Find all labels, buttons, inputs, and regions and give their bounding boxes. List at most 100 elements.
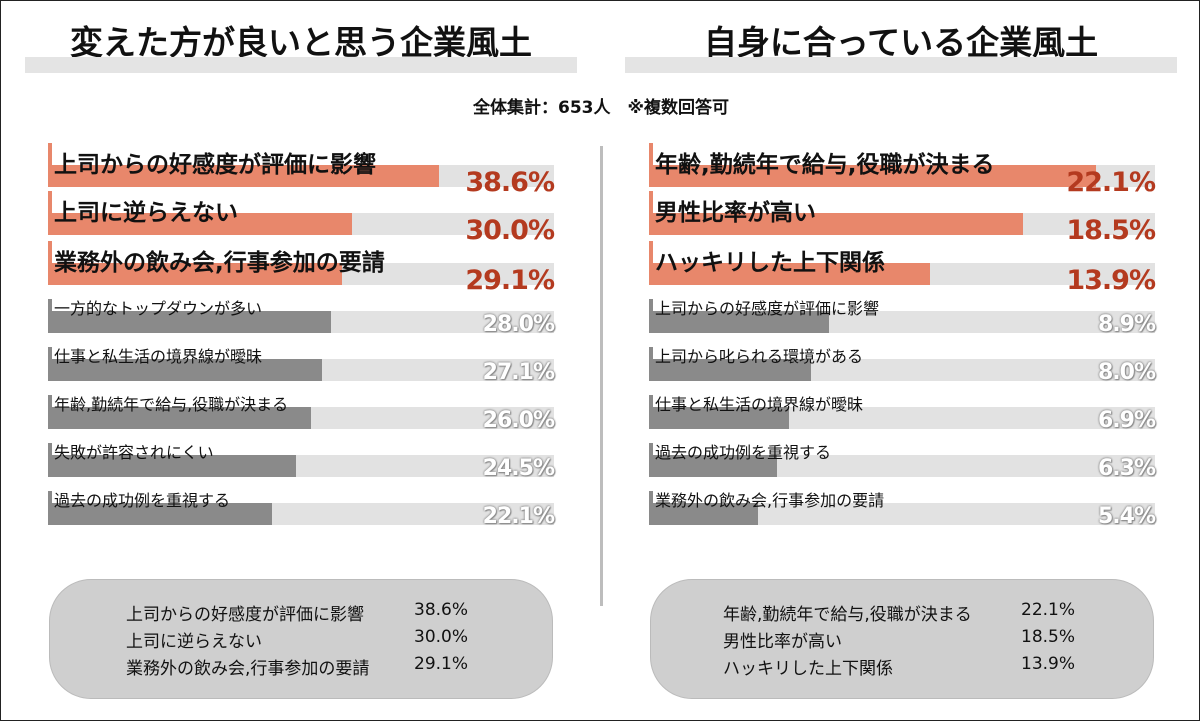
bar-row: 過去の成功例を重視する 22.1% [48,489,555,537]
bar-value-label: 18.5% [1066,215,1156,246]
bar-label: 仕事と私生活の境界線が曖昧 [54,347,263,366]
bar [48,359,322,381]
bar-left-marker [48,491,52,525]
summary-value: 38.6% [414,600,469,620]
bar-row: 失敗が許容されにくい 24.5% [48,441,555,489]
bar-label: 過去の成功例を重視する [54,491,231,510]
bar-left-marker [649,347,653,381]
summary-label: 上司からの好感度が評価に影響 [126,605,364,625]
bar-value-label: 29.1% [465,265,555,296]
bar-left-marker [48,347,52,381]
bar-left-marker [649,491,653,525]
bar-track [649,503,1155,525]
bar-row: 仕事と私生活の境界線が曖昧 6.9% [649,393,1156,441]
bar [48,455,296,477]
bar [48,503,272,525]
bar-label: 失敗が許容されにくい [54,443,214,462]
bar-left-marker [48,299,52,333]
bar-row: 年齢,勤続年で給与,役職が決まる 26.0% [48,393,555,441]
bar-left-marker [649,143,653,187]
bar-label: 業務外の飲み会,行事参加の要請 [54,250,385,276]
panel-divider [600,146,603,606]
bar-label: ハッキリした上下関係 [655,250,885,276]
bar-label: 一方的なトップダウンが多い [54,299,263,318]
bar-row: 仕事と私生活の境界線が曖昧 27.1% [48,345,555,393]
bar-left-marker [48,443,52,477]
bar-row: 年齢,勤続年で給与,役職が決まる 22.1% [649,143,1156,198]
bar-value-label: 26.0% [482,408,555,433]
left-title-underline [25,57,577,73]
summary-value: 18.5% [1021,627,1076,647]
bar-label: 男性比率が高い [655,200,816,226]
summary-label: 年齢,勤続年で給与,役職が決まる [723,605,972,625]
left-summary-box: 上司からの好感度が評価に影響 38.6% 上司に逆らえない 30.0% 業務外の飲み会,… [49,579,553,699]
bar-row: 上司からの好感度が評価に影響 38.6% [48,143,555,198]
bar-value-label: 24.5% [482,456,555,481]
bar [48,407,311,429]
bar [48,263,342,285]
bar-value-label: 5.4% [1097,504,1156,529]
survey-subtitle: 全体集計：653人 ※複数回答可 [472,98,729,118]
bar-left-marker [649,299,653,333]
bar-row: 上司から叱られる環境がある 8.0% [649,345,1156,393]
bar-value-label: 8.0% [1097,360,1156,385]
bar-row: 業務外の飲み会,行事参加の要請 5.4% [649,489,1156,537]
bar-value-label: 27.1% [482,360,555,385]
summary-value: 29.1% [414,654,469,674]
summary-label: 上司に逆らえない [126,632,262,652]
bar-label: 上司から叱られる環境がある [655,347,864,366]
right-title-underline [625,57,1177,73]
bar [48,311,331,333]
bar [649,311,829,333]
bar-row: 業務外の飲み会,行事参加の要請 29.1% [48,241,555,296]
bar-value-label: 6.3% [1097,456,1156,481]
bar [48,213,352,235]
bar [649,213,1023,235]
bar-value-label: 6.9% [1097,408,1156,433]
bar [649,263,930,285]
bar-row: ハッキリした上下関係 13.9% [649,241,1156,296]
bar [649,503,758,525]
bar-left-marker [649,395,653,429]
bar-value-label: 22.1% [1066,167,1156,198]
bar [649,165,1096,187]
bar-left-marker [649,191,653,235]
summary-value: 13.9% [1021,654,1076,674]
bar-label: 過去の成功例を重視する [655,443,832,462]
bar-left-marker [649,443,653,477]
bar-value-label: 38.6% [465,167,555,198]
bar-row: 一方的なトップダウンが多い 28.0% [48,297,555,345]
bar-label: 仕事と私生活の境界線が曖昧 [655,395,864,414]
bar-value-label: 22.1% [482,504,555,529]
summary-label: ハッキリした上下関係 [723,659,893,679]
bar-label: 年齢,勤続年で給与,役職が決まる [655,152,995,178]
summary-value: 30.0% [414,627,469,647]
bar [649,407,789,429]
bar-row: 過去の成功例を重視する 6.3% [649,441,1156,489]
bar-value-label: 30.0% [465,215,555,246]
summary-label: 業務外の飲み会,行事参加の要請 [126,659,370,679]
bar-label: 上司からの好感度が評価に影響 [54,152,376,178]
bar-left-marker [48,241,52,285]
bar-left-marker [48,395,52,429]
left-panel-title: 変えた方が良いと思う企業風土 [70,23,532,62]
right-panel-title: 自身に合っている企業風土 [703,23,1099,62]
bar-label: 年齢,勤続年で給与,役職が決まる [54,395,289,414]
bar [48,165,439,187]
bar-row: 上司からの好感度が評価に影響 8.9% [649,297,1156,345]
bar-left-marker [48,191,52,235]
bar [649,359,811,381]
bar-label: 上司からの好感度が評価に影響 [655,299,880,318]
bar-left-marker [649,241,653,285]
bar [649,455,777,477]
bar-value-label: 13.9% [1066,265,1156,296]
bar-value-label: 28.0% [482,312,555,337]
bar-row: 上司に逆らえない 30.0% [48,191,555,246]
bar-label: 上司に逆らえない [54,200,238,226]
summary-value: 22.1% [1021,600,1076,620]
bar-label: 業務外の飲み会,行事参加の要請 [655,491,885,510]
bar-row: 男性比率が高い 18.5% [649,191,1156,246]
bar-value-label: 8.9% [1097,312,1156,337]
right-summary-box: 年齢,勤続年で給与,役職が決まる 22.1% 男性比率が高い 18.5% ハッキリした上… [650,579,1154,699]
